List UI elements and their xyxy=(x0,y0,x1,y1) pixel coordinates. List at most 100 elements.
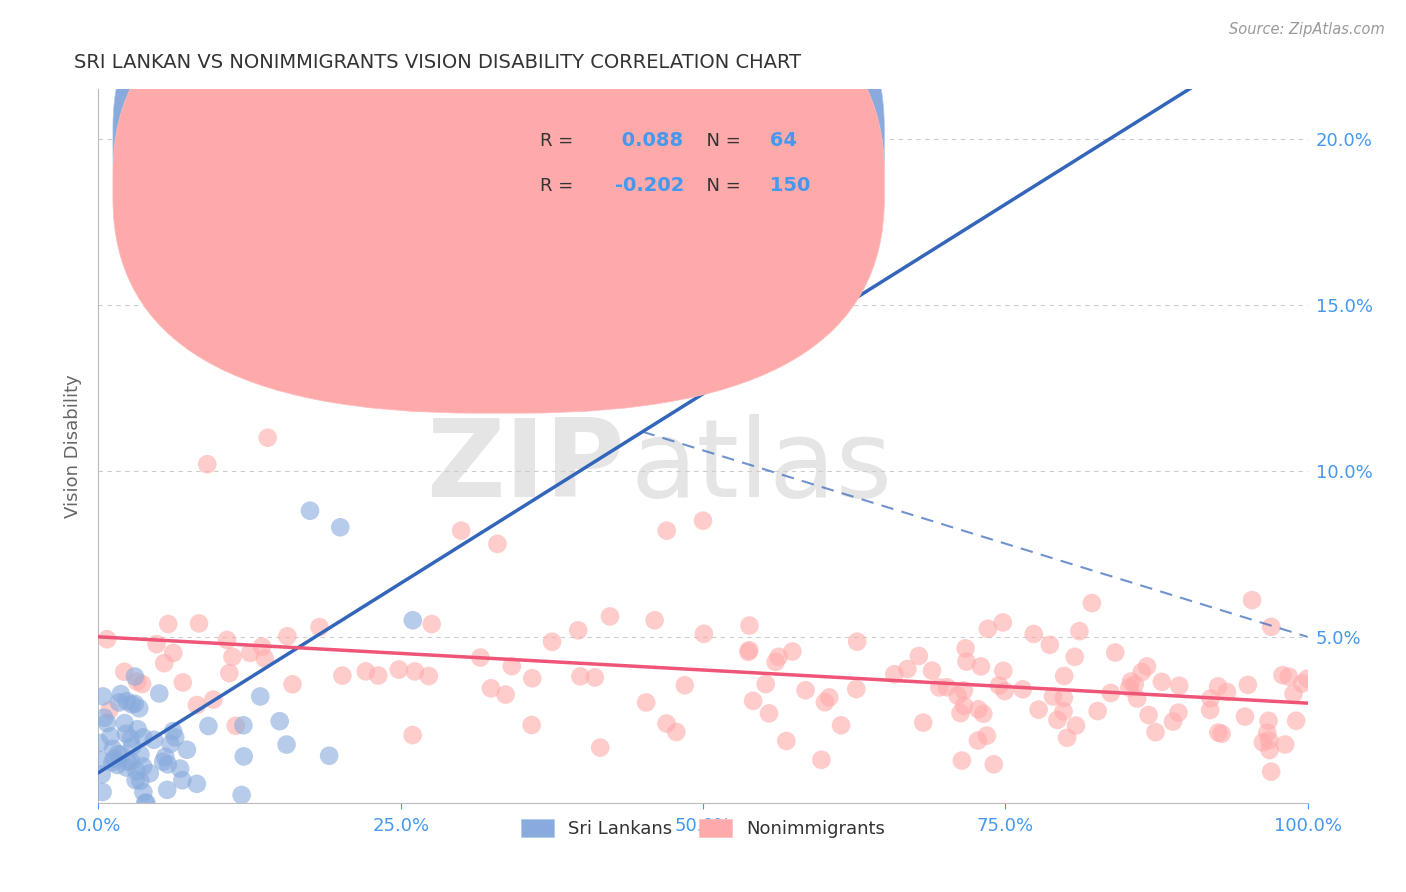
Point xyxy=(814,695,837,709)
Point xyxy=(186,698,208,712)
Point xyxy=(1233,709,1256,723)
Point xyxy=(501,659,523,673)
Point xyxy=(112,665,135,679)
Point xyxy=(232,749,254,764)
Point xyxy=(308,620,330,634)
Point xyxy=(953,683,976,698)
Point xyxy=(599,609,621,624)
Point xyxy=(949,706,972,720)
Point xyxy=(115,726,138,740)
Point xyxy=(953,698,976,713)
Point xyxy=(188,616,211,631)
Point xyxy=(162,646,184,660)
Text: atlas: atlas xyxy=(630,415,893,520)
Point xyxy=(955,641,977,656)
Point xyxy=(1104,645,1126,659)
Point xyxy=(1052,704,1074,718)
Point xyxy=(103,752,125,766)
Point xyxy=(912,715,935,730)
Point xyxy=(105,758,128,772)
Point xyxy=(1251,735,1274,749)
Point xyxy=(256,431,278,445)
Point xyxy=(1258,733,1281,747)
Point xyxy=(693,627,716,641)
Text: 150: 150 xyxy=(763,176,811,195)
Point xyxy=(928,681,950,695)
Point xyxy=(522,671,544,685)
Point xyxy=(1039,638,1062,652)
Point xyxy=(124,669,146,683)
Point xyxy=(121,739,143,754)
Point xyxy=(128,701,150,715)
Point xyxy=(197,719,219,733)
Point xyxy=(231,788,253,802)
Point xyxy=(1064,718,1087,732)
Point xyxy=(121,698,143,712)
Point xyxy=(1028,703,1050,717)
Text: 64: 64 xyxy=(763,131,797,150)
Point xyxy=(818,690,841,705)
Point xyxy=(541,634,564,648)
Point xyxy=(921,664,943,678)
Point xyxy=(1069,624,1091,639)
Point xyxy=(567,624,589,638)
Point xyxy=(950,754,973,768)
Point xyxy=(1258,743,1281,757)
Point xyxy=(896,662,918,676)
Point xyxy=(91,690,114,704)
Point xyxy=(89,736,111,750)
Text: N =: N = xyxy=(695,132,747,150)
Point xyxy=(162,724,184,739)
Point xyxy=(1063,649,1085,664)
Point xyxy=(96,716,118,731)
Point xyxy=(89,753,111,767)
Point xyxy=(1260,764,1282,779)
Point xyxy=(145,637,167,651)
Point xyxy=(782,644,804,658)
Point xyxy=(132,785,155,799)
Point xyxy=(1123,677,1146,691)
Text: N =: N = xyxy=(695,177,747,194)
Point xyxy=(1237,678,1260,692)
Point xyxy=(354,665,377,679)
Point xyxy=(1199,691,1222,706)
Text: -0.202: -0.202 xyxy=(614,176,685,195)
Point xyxy=(90,767,112,781)
Point xyxy=(276,738,298,752)
Point xyxy=(329,520,352,534)
Point xyxy=(742,694,765,708)
Point xyxy=(1042,690,1064,704)
Point xyxy=(1011,682,1033,697)
Point xyxy=(1046,713,1069,727)
Legend: Sri Lankans, Nonimmigrants: Sri Lankans, Nonimmigrants xyxy=(513,812,893,845)
Point xyxy=(486,537,509,551)
Point xyxy=(101,756,124,770)
Point xyxy=(281,677,304,691)
Point xyxy=(299,504,322,518)
Point xyxy=(115,760,138,774)
Point xyxy=(1119,674,1142,689)
Point xyxy=(970,659,993,673)
Text: 0.088: 0.088 xyxy=(614,131,683,150)
Point xyxy=(232,718,254,732)
Point xyxy=(129,773,152,788)
Point xyxy=(159,737,181,751)
Point xyxy=(172,773,194,788)
Point xyxy=(1168,679,1191,693)
Text: R =: R = xyxy=(540,177,579,194)
Point xyxy=(479,681,502,696)
Point xyxy=(993,664,1015,678)
Point xyxy=(124,697,146,711)
Point xyxy=(107,747,129,761)
Point xyxy=(935,680,957,694)
Point xyxy=(470,650,492,665)
Point xyxy=(665,725,688,739)
Point xyxy=(1296,672,1319,686)
Point xyxy=(276,629,298,643)
Point xyxy=(148,686,170,700)
Point xyxy=(765,655,787,669)
Point xyxy=(737,645,759,659)
Point xyxy=(176,743,198,757)
Point xyxy=(810,753,832,767)
Point xyxy=(977,622,1000,636)
